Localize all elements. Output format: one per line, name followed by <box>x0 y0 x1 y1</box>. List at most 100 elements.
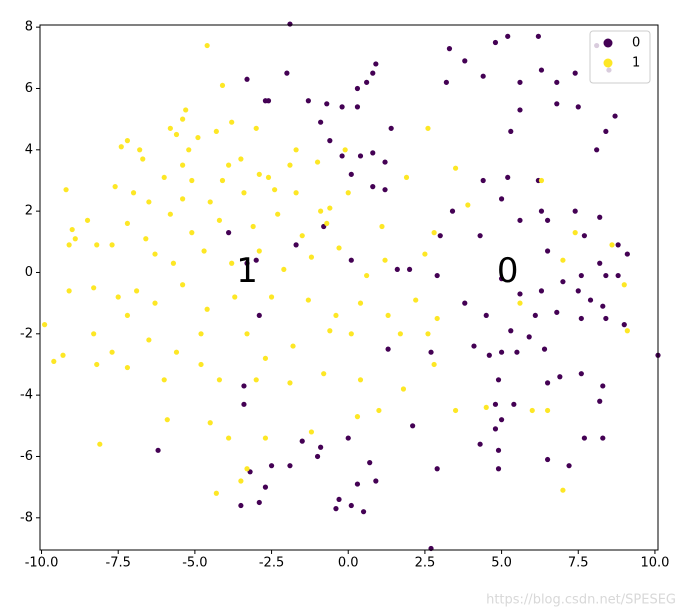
point <box>495 447 502 453</box>
point <box>146 199 152 205</box>
point <box>357 377 364 383</box>
point <box>422 251 428 257</box>
point <box>382 257 388 263</box>
point <box>345 190 351 196</box>
point <box>256 248 262 254</box>
point <box>541 346 548 352</box>
point <box>462 58 468 64</box>
point <box>189 177 195 184</box>
y-tick-label: 0 <box>25 265 33 280</box>
point <box>357 300 364 306</box>
point <box>348 502 354 509</box>
point <box>575 288 581 294</box>
point <box>173 349 180 355</box>
point <box>324 101 330 107</box>
point <box>443 79 449 85</box>
x-tick-label: -2.5 <box>259 556 284 571</box>
point <box>370 184 376 190</box>
point <box>437 233 443 239</box>
point <box>66 288 72 294</box>
point <box>434 466 440 472</box>
x-tick-label: -7.5 <box>106 556 131 571</box>
point <box>544 407 551 414</box>
point <box>256 171 262 177</box>
annotation: 0 <box>497 251 519 291</box>
point <box>413 297 419 303</box>
point <box>434 272 440 279</box>
point <box>532 312 538 319</box>
point <box>345 435 351 441</box>
point <box>492 426 499 432</box>
point <box>308 254 315 260</box>
point <box>495 377 502 383</box>
point <box>287 463 293 469</box>
point <box>293 190 299 196</box>
point <box>431 361 437 368</box>
point <box>293 147 299 153</box>
point <box>314 453 321 460</box>
point <box>554 101 560 107</box>
point <box>624 328 630 334</box>
point <box>327 205 333 211</box>
point <box>219 177 226 184</box>
point <box>400 386 407 392</box>
y-tick-label: 6 <box>25 81 33 96</box>
y-tick-label: 8 <box>25 20 33 35</box>
x-tick-label: 2.5 <box>415 556 436 571</box>
y-tick-label: -4 <box>20 388 33 403</box>
point <box>161 174 167 181</box>
point <box>560 487 566 493</box>
point <box>321 371 327 377</box>
point <box>124 312 131 319</box>
point <box>609 242 615 248</box>
point <box>244 260 250 266</box>
point <box>612 113 618 119</box>
point <box>63 187 69 193</box>
point <box>597 260 603 266</box>
point <box>69 226 75 233</box>
point <box>388 125 394 131</box>
legend-label: 1 <box>632 56 640 71</box>
point <box>373 478 379 484</box>
point <box>201 248 207 254</box>
point <box>449 208 456 214</box>
point <box>66 242 72 248</box>
point <box>164 417 170 423</box>
point <box>130 190 137 196</box>
point <box>434 315 440 322</box>
x-tick-label: 0.0 <box>338 556 359 571</box>
legend-marker <box>603 38 613 48</box>
point <box>287 21 293 27</box>
legend: 01 <box>589 30 651 84</box>
point <box>517 79 523 85</box>
point <box>526 334 532 340</box>
point <box>544 380 551 386</box>
point <box>557 374 563 380</box>
point <box>379 223 385 230</box>
point <box>213 490 219 496</box>
point <box>287 162 293 168</box>
points <box>42 21 661 552</box>
point <box>342 147 348 153</box>
point <box>333 312 339 319</box>
point <box>97 441 103 447</box>
point <box>465 202 471 208</box>
point <box>354 481 361 487</box>
point <box>293 242 299 248</box>
point <box>462 300 468 306</box>
point <box>406 266 413 273</box>
point <box>229 260 235 266</box>
point <box>299 233 305 239</box>
y-tick-label: 4 <box>25 142 33 157</box>
plot-area <box>40 25 658 550</box>
point <box>238 502 244 509</box>
legend-label: 0 <box>632 36 640 51</box>
point <box>256 312 262 319</box>
point <box>394 266 400 273</box>
y-tick-label: -6 <box>20 449 33 464</box>
point <box>357 153 364 159</box>
point <box>367 460 373 466</box>
point <box>578 272 584 279</box>
point <box>333 506 339 512</box>
